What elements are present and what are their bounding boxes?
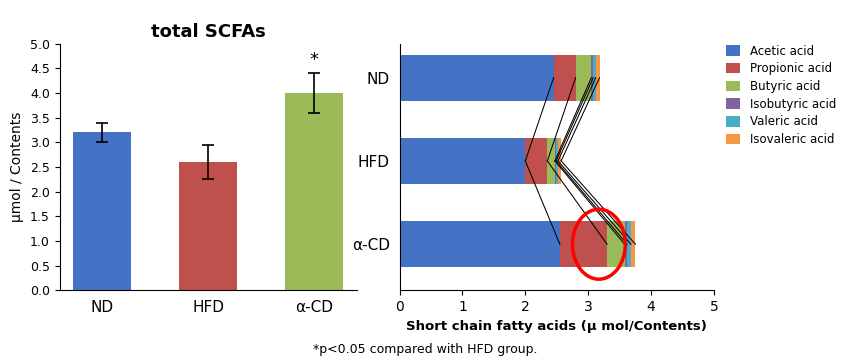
Bar xyxy=(400,55,553,101)
Bar xyxy=(553,55,575,101)
Y-axis label: μmol / Contents: μmol / Contents xyxy=(10,112,24,222)
Bar xyxy=(631,221,635,267)
Bar xyxy=(556,138,558,184)
Text: *p<0.05 compared with HFD group.: *p<0.05 compared with HFD group. xyxy=(313,343,537,356)
Bar xyxy=(575,55,592,101)
Bar xyxy=(625,221,627,267)
X-axis label: Short chain fatty acids (μ mol/Contents): Short chain fatty acids (μ mol/Contents) xyxy=(406,320,707,333)
Bar xyxy=(592,55,593,101)
Bar xyxy=(285,93,343,290)
Bar xyxy=(607,221,625,267)
Bar xyxy=(560,221,607,267)
Legend: Acetic acid, Propionic acid, Butyric acid, Isobutyric acid, Valeric acid, Isoval: Acetic acid, Propionic acid, Butyric aci… xyxy=(726,45,836,146)
Bar xyxy=(596,55,599,101)
Bar xyxy=(558,138,561,184)
Title: total SCFAs: total SCFAs xyxy=(151,23,265,41)
Bar xyxy=(400,138,525,184)
Bar xyxy=(400,221,560,267)
Bar xyxy=(593,55,596,101)
Bar xyxy=(627,221,631,267)
Bar xyxy=(555,138,556,184)
Bar xyxy=(179,162,237,290)
Text: *: * xyxy=(309,51,319,69)
Bar xyxy=(73,132,132,290)
Bar xyxy=(525,138,547,184)
Bar xyxy=(547,138,555,184)
